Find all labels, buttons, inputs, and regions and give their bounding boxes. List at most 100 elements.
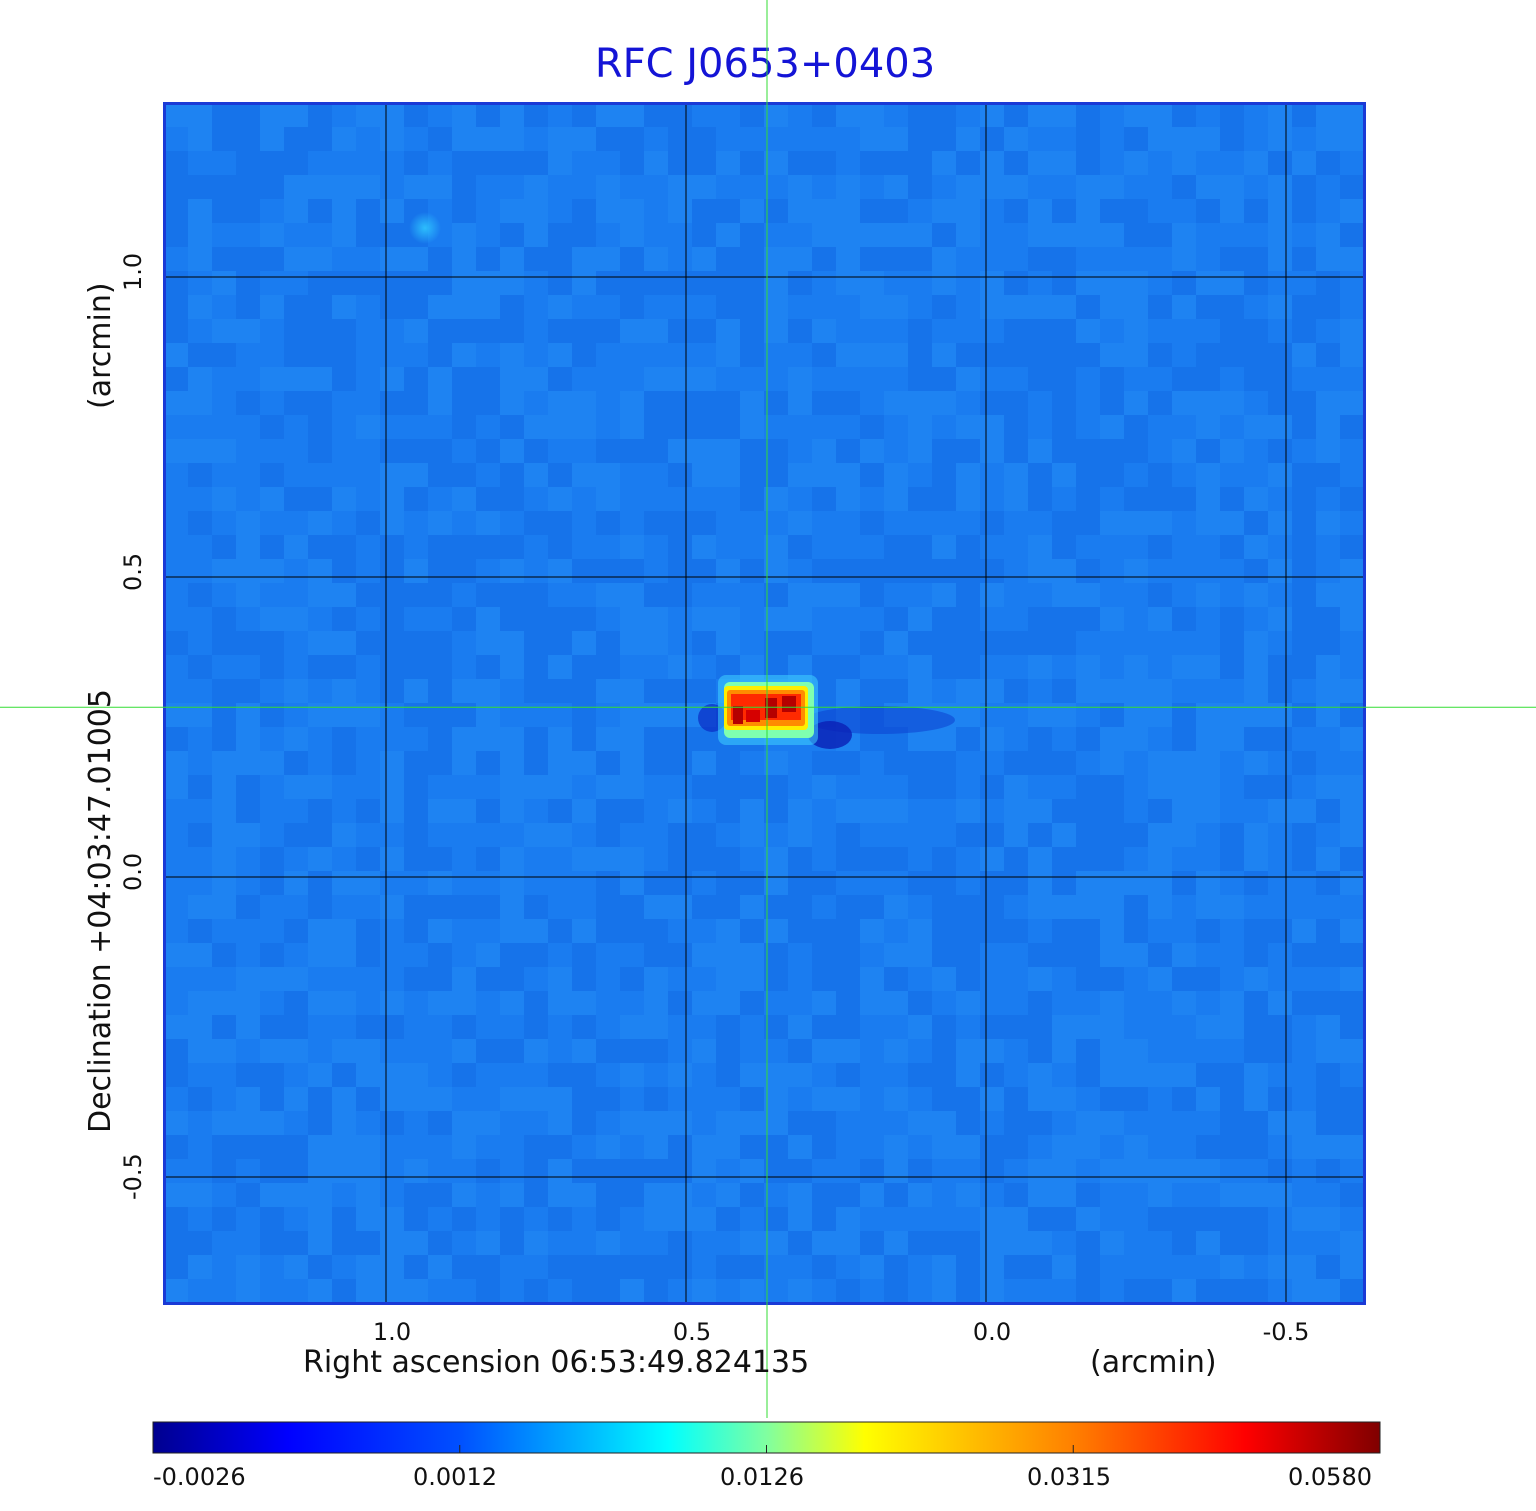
noise-cell [812, 175, 836, 199]
noise-cell [548, 319, 572, 343]
noise-cell [500, 607, 524, 631]
y-tick-label: -0.5 [119, 1153, 147, 1200]
noise-cell [428, 1231, 452, 1255]
noise-cell [524, 919, 548, 943]
noise-cell [404, 295, 428, 319]
noise-cell [1100, 871, 1124, 895]
noise-cell [428, 799, 452, 823]
noise-cell [956, 919, 980, 943]
noise-cell [860, 1063, 884, 1087]
noise-cell [740, 1015, 764, 1039]
noise-cell [668, 295, 692, 319]
noise-cell [380, 1135, 404, 1159]
noise-cell [1052, 1111, 1076, 1135]
noise-cell [428, 895, 452, 919]
noise-cell [1100, 127, 1124, 151]
noise-cell [572, 1231, 596, 1255]
noise-cell [956, 1111, 980, 1135]
noise-cell [788, 175, 812, 199]
noise-cell [1220, 1063, 1244, 1087]
noise-cell [236, 1135, 260, 1159]
noise-cell [1268, 943, 1292, 967]
noise-cell [1244, 1207, 1268, 1231]
noise-cell [788, 487, 812, 511]
noise-cell [1292, 895, 1316, 919]
noise-cell [428, 391, 452, 415]
noise-cell [188, 991, 212, 1015]
noise-cell [548, 679, 572, 703]
noise-cell [860, 415, 884, 439]
noise-cell [380, 535, 404, 559]
noise-cell [1052, 247, 1076, 271]
noise-cell [260, 679, 284, 703]
noise-cell [740, 1279, 764, 1303]
noise-cell [884, 1255, 908, 1279]
noise-cell [1196, 415, 1220, 439]
noise-cell [884, 799, 908, 823]
noise-cell [332, 655, 356, 679]
noise-cell [1316, 319, 1340, 343]
y-axis-unit: (arcmin) [83, 282, 118, 409]
noise-cell [908, 175, 932, 199]
noise-cell [1340, 871, 1364, 895]
noise-cell [644, 1015, 668, 1039]
noise-cell [428, 343, 452, 367]
noise-cell [788, 535, 812, 559]
noise-cell [260, 799, 284, 823]
noise-cell [1268, 175, 1292, 199]
noise-cell [836, 967, 860, 991]
noise-cell [1124, 967, 1148, 991]
noise-cell [1028, 463, 1052, 487]
noise-cell [1220, 415, 1244, 439]
noise-cell [164, 1231, 188, 1255]
noise-cell [692, 679, 716, 703]
noise-cell [1268, 847, 1292, 871]
noise-cell [1172, 103, 1196, 127]
noise-cell [548, 631, 572, 655]
noise-cell [908, 271, 932, 295]
noise-cell [1244, 295, 1268, 319]
noise-cell [1244, 415, 1268, 439]
noise-cell [548, 1279, 572, 1303]
noise-cell [476, 943, 500, 967]
noise-cell [716, 895, 740, 919]
noise-cell [524, 487, 548, 511]
noise-cell [1052, 151, 1076, 175]
noise-cell [236, 151, 260, 175]
noise-cell [1268, 535, 1292, 559]
noise-cell [932, 1087, 956, 1111]
noise-cell [284, 175, 308, 199]
noise-cell [1124, 1087, 1148, 1111]
noise-cell [212, 1159, 236, 1183]
noise-cell [788, 1087, 812, 1111]
noise-cell [596, 871, 620, 895]
noise-cell [1124, 1039, 1148, 1063]
noise-cell [596, 1111, 620, 1135]
noise-cell [548, 847, 572, 871]
noise-cell [1268, 679, 1292, 703]
noise-cell [1028, 487, 1052, 511]
noise-cell [548, 991, 572, 1015]
noise-cell [1316, 775, 1340, 799]
noise-cell [164, 727, 188, 751]
noise-cell [1340, 295, 1364, 319]
noise-cell [596, 1015, 620, 1039]
noise-cell [1268, 655, 1292, 679]
noise-cell [380, 1207, 404, 1231]
noise-cell [668, 463, 692, 487]
noise-cell [692, 1135, 716, 1159]
noise-cell [260, 823, 284, 847]
noise-cell [308, 391, 332, 415]
noise-cell [1004, 127, 1028, 151]
noise-cell [764, 127, 788, 151]
noise-cell [884, 367, 908, 391]
noise-cell [212, 415, 236, 439]
noise-cell [284, 559, 308, 583]
noise-cell [212, 175, 236, 199]
noise-cell [1148, 1111, 1172, 1135]
noise-cell [380, 199, 404, 223]
noise-cell [716, 487, 740, 511]
noise-cell [1220, 607, 1244, 631]
noise-cell [1076, 487, 1100, 511]
noise-cell [980, 559, 1004, 583]
